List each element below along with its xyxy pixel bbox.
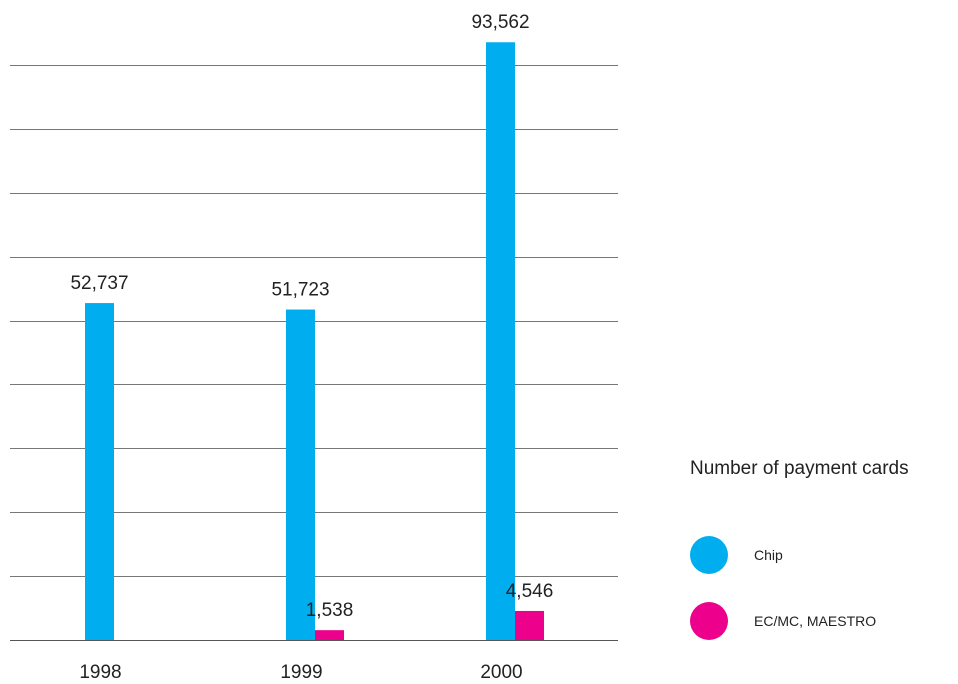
bars bbox=[85, 42, 544, 640]
bar-chip-2000 bbox=[486, 42, 515, 640]
legend-label-chip: Chip bbox=[754, 547, 783, 563]
legend-swatch-ec-mc-maestro bbox=[690, 602, 728, 640]
value-label-chip-1999: 51,723 bbox=[271, 280, 329, 301]
value-label-ec-mc-maestro-2000: 4,546 bbox=[506, 581, 554, 602]
legend-title: Number of payment cards bbox=[690, 458, 909, 479]
legend-swatch-chip bbox=[690, 536, 728, 574]
value-labels: 52,737 51,723 93,562 1,538 4,546 bbox=[70, 12, 553, 621]
bar-chip-1998 bbox=[85, 303, 114, 640]
legend: Number of payment cards Chip EC/MC, MAES… bbox=[690, 458, 955, 640]
legend-label-ec-mc-maestro: EC/MC, MAESTRO bbox=[754, 613, 877, 629]
bar-chip-1999 bbox=[286, 309, 315, 640]
legend-item-chip: Chip bbox=[690, 536, 783, 574]
bar-ec-mc-maestro-1999 bbox=[315, 630, 344, 640]
x-tick-label-1998: 1998 bbox=[79, 662, 121, 683]
value-label-chip-2000: 93,562 bbox=[471, 12, 529, 33]
bar-ec-mc-maestro-2000 bbox=[515, 610, 544, 640]
legend-item-ec-mc-maestro: EC/MC, MAESTRO bbox=[690, 602, 876, 640]
value-label-chip-1998: 52,737 bbox=[70, 273, 128, 294]
x-axis-tick-labels: 1998 1999 2000 bbox=[79, 662, 522, 683]
value-label-ec-mc-maestro-1999: 1,538 bbox=[306, 600, 354, 621]
x-tick-label-1999: 1999 bbox=[280, 662, 322, 683]
x-tick-label-2000: 2000 bbox=[480, 662, 522, 683]
